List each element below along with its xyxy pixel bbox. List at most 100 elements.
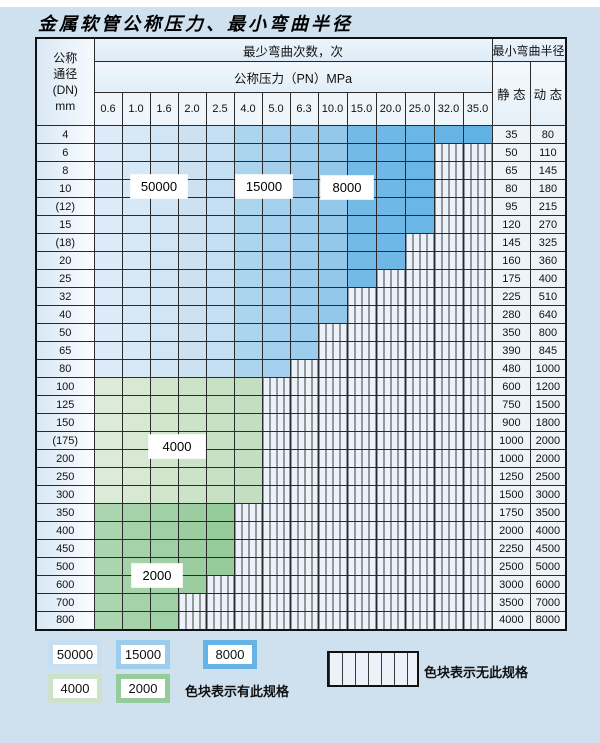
table-body: 4 35 80 6 50 110 8 65 145 10 80 180 (12) 95 215 15 120 27… <box>35 125 567 630</box>
spec-cell-available <box>317 161 348 180</box>
spec-cell-unavailable <box>404 341 435 360</box>
static-radius-cell: 175 <box>491 269 532 288</box>
legend-unavailable-note: 色块表示无此规格 <box>424 665 529 680</box>
dynamic-radius-cell: 400 <box>530 269 567 288</box>
static-radius-cell: 280 <box>491 305 532 324</box>
spec-cell-available <box>149 467 179 486</box>
spec-cell-unavailable <box>317 611 348 630</box>
spec-cell-unavailable <box>433 305 464 324</box>
spec-cell-available <box>289 125 319 144</box>
spec-cell-available <box>205 233 235 252</box>
spec-cell-unavailable <box>346 557 377 576</box>
spec-cell-available <box>205 323 235 342</box>
table-row: 80 480 1000 <box>35 359 567 378</box>
spec-cell-available <box>205 251 235 270</box>
dn-cell: 20 <box>35 251 95 270</box>
spec-cell-available <box>233 449 263 468</box>
pressure-column-header: 20.0 <box>375 92 406 126</box>
table-row: 250 1250 2500 <box>35 467 567 486</box>
spec-cell-unavailable <box>317 521 348 540</box>
spec-cell-available <box>289 233 319 252</box>
spec-cell-unavailable <box>433 143 464 162</box>
spec-cell-available <box>149 143 179 162</box>
legend: 50000 15000 8000 4000 2000 色块表示有此规格 色块表示无此规格 <box>0 632 600 742</box>
spec-cell-unavailable <box>289 359 319 378</box>
dn-cell: 40 <box>35 305 95 324</box>
spec-cell-unavailable <box>261 611 291 630</box>
static-radius-cell: 65 <box>491 161 532 180</box>
spec-cell-available <box>121 593 151 612</box>
table-row: (175) 1000 2000 <box>35 431 567 450</box>
table-row: 65 390 845 <box>35 341 567 360</box>
static-radius-cell: 600 <box>491 377 532 396</box>
spec-cell-unavailable <box>462 575 493 594</box>
spec-cell-available <box>375 143 406 162</box>
static-radius-cell: 1000 <box>491 431 532 450</box>
static-radius-cell: 1750 <box>491 503 532 522</box>
spec-cell-available <box>177 521 207 540</box>
spec-cell-unavailable <box>462 323 493 342</box>
spec-cell-available <box>177 395 207 414</box>
spec-cell-available <box>93 323 123 342</box>
spec-cell-unavailable <box>433 161 464 180</box>
dn-cell: 65 <box>35 341 95 360</box>
spec-cell-available <box>205 269 235 288</box>
spec-cell-available <box>121 611 151 630</box>
spec-cell-available <box>289 143 319 162</box>
table-row: 450 2250 4500 <box>35 539 567 558</box>
spec-cell-available <box>149 269 179 288</box>
spec-cell-available <box>93 557 123 576</box>
spec-cell-unavailable <box>462 359 493 378</box>
spec-cell-available <box>121 197 151 216</box>
spec-cell-available <box>177 215 207 234</box>
table-row: 8 65 145 <box>35 161 567 180</box>
dynamic-radius-cell: 510 <box>530 287 567 306</box>
spec-cell-available <box>177 305 207 324</box>
dn-cell: 25 <box>35 269 95 288</box>
spec-cell-available <box>177 413 207 432</box>
spec-cell-unavailable <box>346 521 377 540</box>
spec-cell-available <box>121 143 151 162</box>
spec-cell-unavailable <box>462 449 493 468</box>
static-radius-cell: 225 <box>491 287 532 306</box>
zone-label-4000: 4000 <box>149 435 205 458</box>
spec-cell-available <box>317 125 348 144</box>
spec-cell-unavailable <box>375 341 406 360</box>
spec-cell-unavailable <box>177 611 207 630</box>
spec-cell-available <box>93 341 123 360</box>
spec-cell-available <box>121 269 151 288</box>
dynamic-radius-cell: 1000 <box>530 359 567 378</box>
spec-cell-unavailable <box>404 467 435 486</box>
spec-cell-unavailable <box>433 467 464 486</box>
spec-cell-available <box>93 521 123 540</box>
dynamic-column-header: 动 态 <box>530 61 567 126</box>
spec-cell-unavailable <box>462 395 493 414</box>
spec-cell-unavailable <box>205 593 235 612</box>
spec-cell-available <box>205 341 235 360</box>
spec-cell-unavailable <box>346 287 377 306</box>
spec-cell-available <box>404 143 435 162</box>
spec-cell-unavailable <box>261 449 291 468</box>
dynamic-radius-cell: 270 <box>530 215 567 234</box>
spec-cell-unavailable <box>462 305 493 324</box>
spec-cell-available <box>93 377 123 396</box>
spec-cell-unavailable <box>289 557 319 576</box>
table-row: 125 750 1500 <box>35 395 567 414</box>
spec-cell-available <box>375 251 406 270</box>
spec-cell-available <box>177 233 207 252</box>
spec-cell-unavailable <box>433 413 464 432</box>
spec-cell-available <box>149 521 179 540</box>
spec-cell-available <box>149 485 179 504</box>
legend-available-note: 色块表示有此规格 <box>185 684 290 699</box>
spec-cell-unavailable <box>289 539 319 558</box>
spec-cell-unavailable <box>404 485 435 504</box>
spec-cell-unavailable <box>233 575 263 594</box>
spec-cell-unavailable <box>346 539 377 558</box>
spec-cell-available <box>149 125 179 144</box>
spec-cell-unavailable <box>462 251 493 270</box>
spec-cell-unavailable <box>375 539 406 558</box>
spec-cell-available <box>177 287 207 306</box>
zone-label-15000: 15000 <box>236 175 292 198</box>
corner-line-4: mm <box>55 99 76 114</box>
